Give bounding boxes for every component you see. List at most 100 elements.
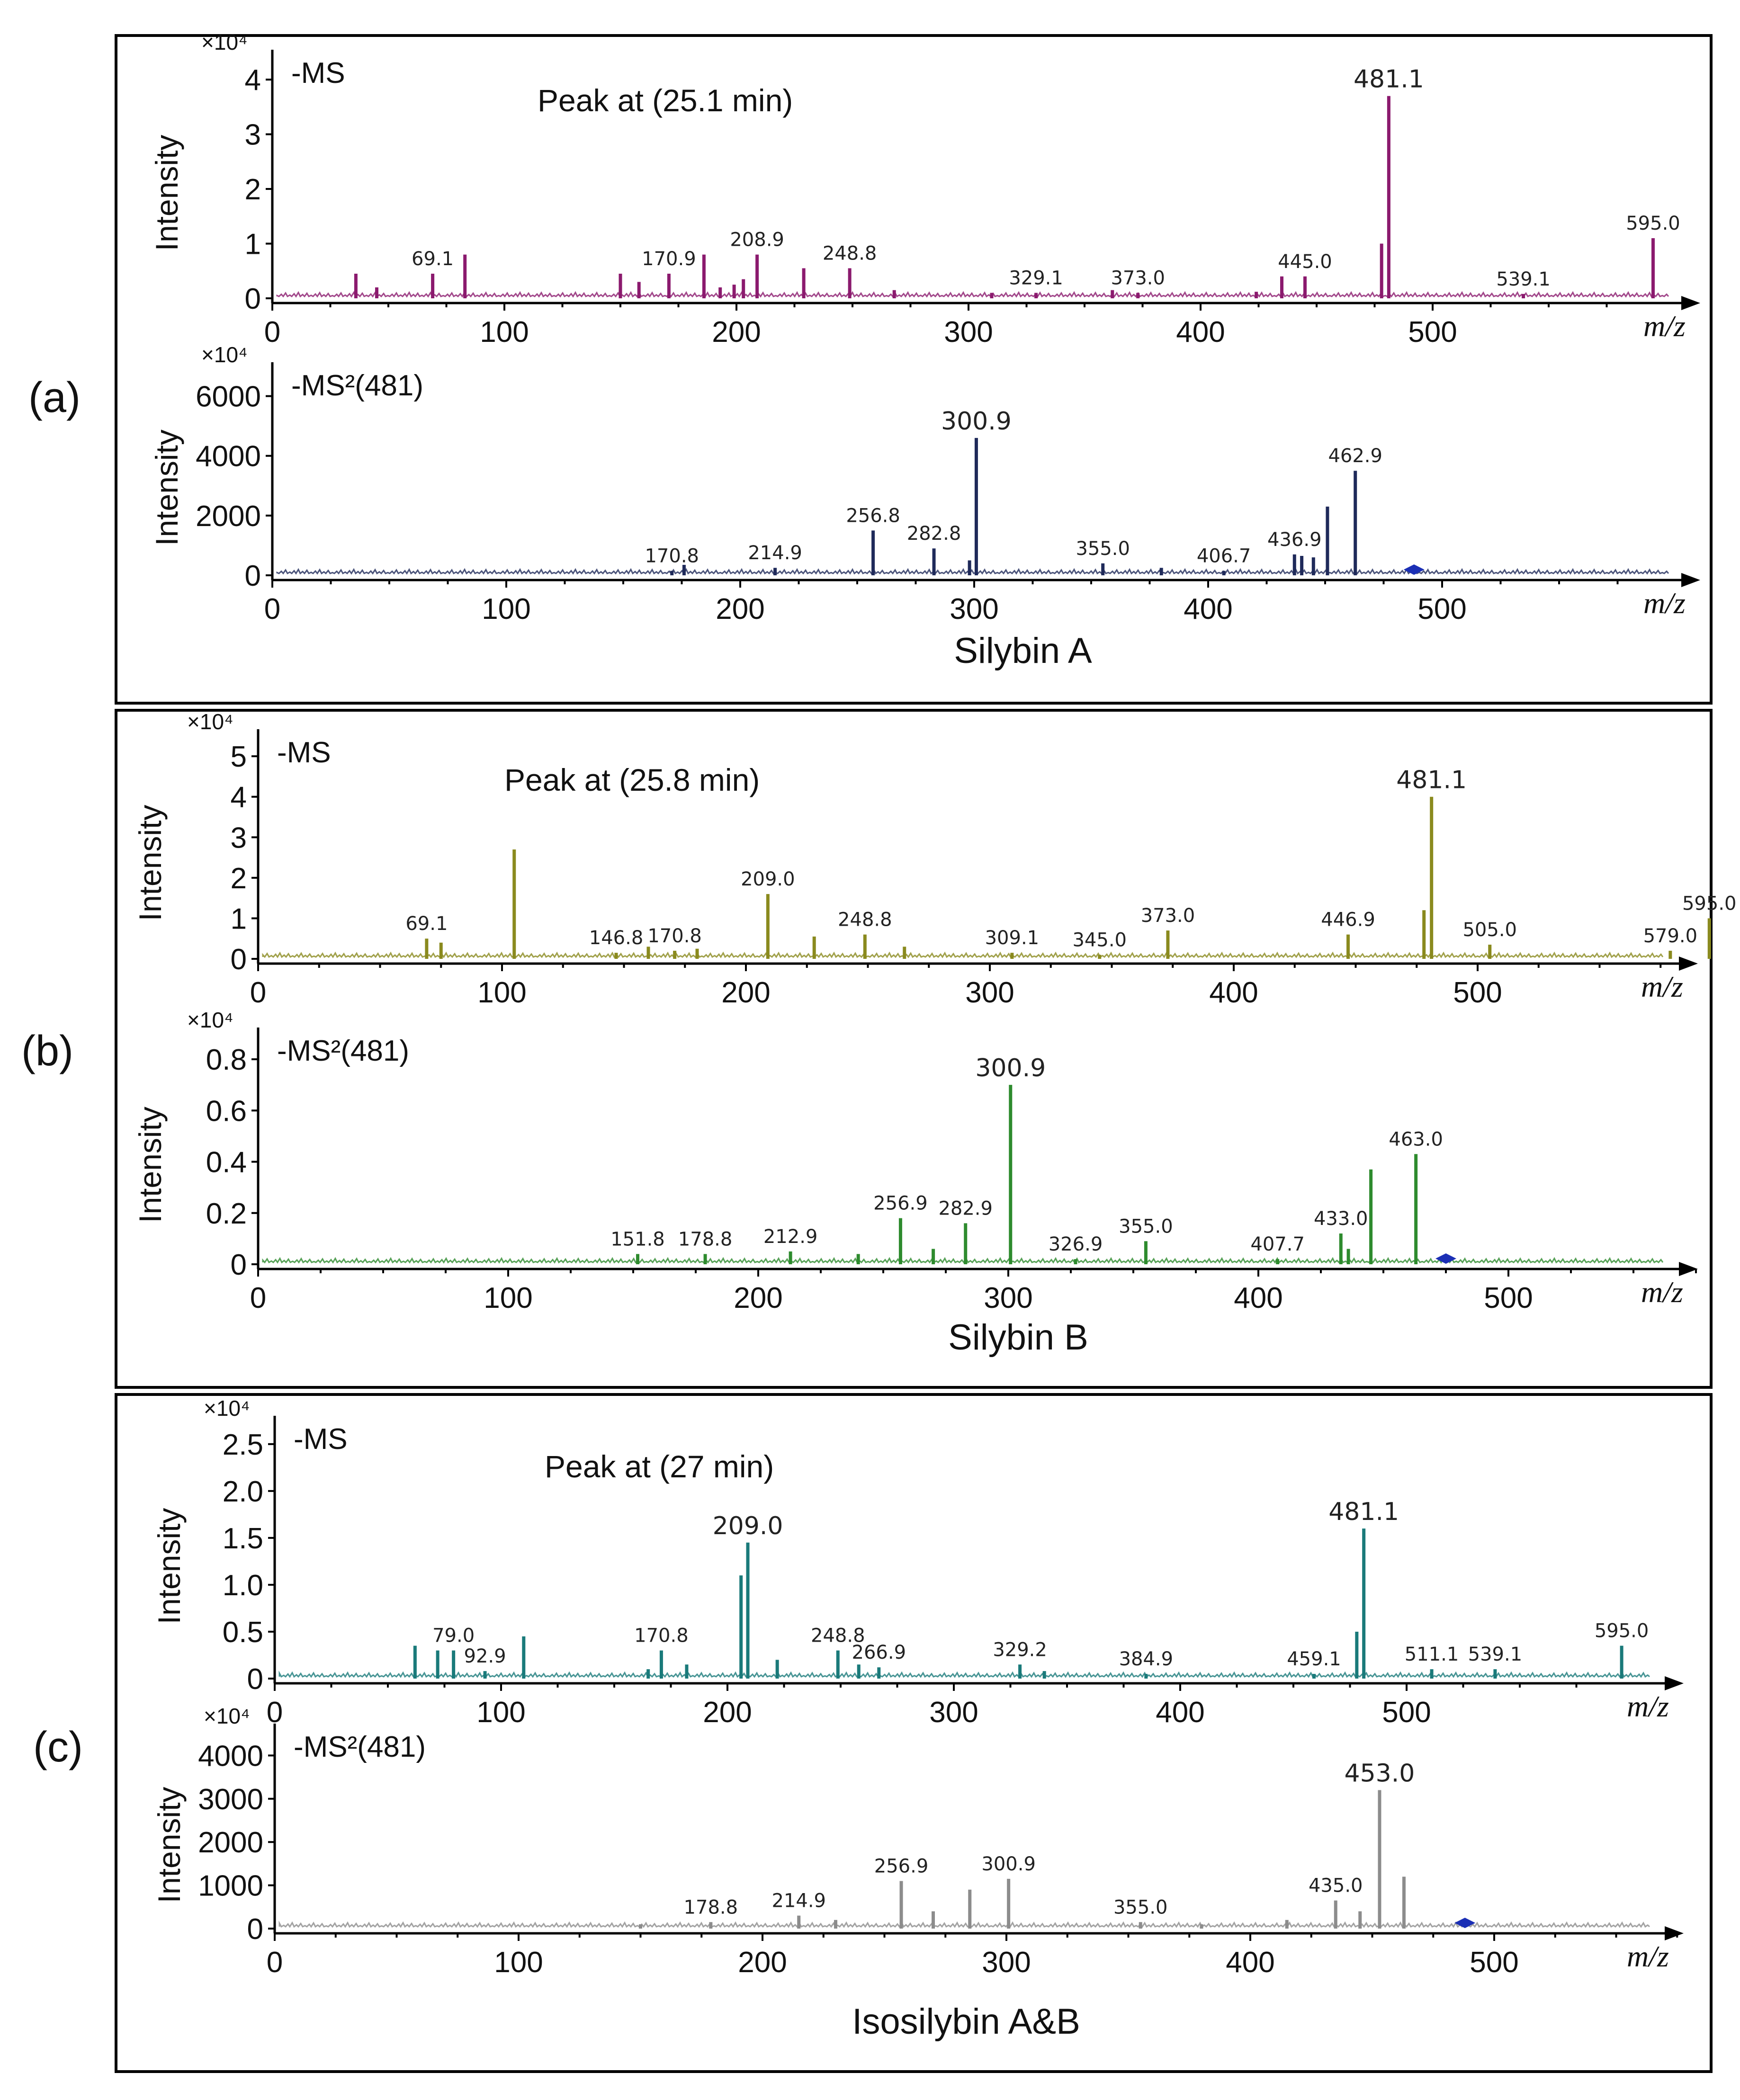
- spectrum-plot: 151.8 178.8 212.9 256.9 282.9 300.9 326.9 355.0…: [133, 1008, 1698, 1314]
- x-axis-arrow: [1665, 1926, 1684, 1940]
- y-multiplier-label: ×10⁴: [201, 30, 248, 54]
- peak-label: 505.0: [1462, 919, 1517, 941]
- precursor-marker: [1403, 564, 1425, 575]
- y-tick-label: 1.0: [223, 1569, 263, 1602]
- y-tick-label: 0: [247, 1663, 263, 1696]
- peak-label: 511.1: [1405, 1644, 1459, 1665]
- x-axis-arrow: [1681, 296, 1700, 310]
- y-axis-label: Intensity: [152, 1508, 187, 1625]
- y-axis-label: Intensity: [133, 1107, 168, 1223]
- x-tick-label: 400: [1176, 316, 1225, 349]
- x-tick-label: 200: [721, 976, 770, 1009]
- y-tick-label: 3000: [198, 1783, 263, 1816]
- peak-label: 214.9: [748, 542, 802, 564]
- scan-type-label: -MS: [277, 736, 331, 769]
- peak-label: 595.0: [1626, 213, 1680, 234]
- x-tick-label: 100: [480, 316, 529, 349]
- compound-label: Silybin B: [948, 1317, 1088, 1358]
- peak-label: 79.0: [432, 1625, 475, 1647]
- x-tick-label: 0: [250, 976, 266, 1009]
- peak-label: 539.1: [1496, 268, 1551, 290]
- y-axis-label: Intensity: [149, 135, 184, 251]
- noise-trace: [262, 1257, 1664, 1264]
- peak-label: 170.8: [647, 925, 702, 947]
- x-tick-label: 100: [482, 593, 530, 626]
- panel-letter: (a): [28, 374, 81, 421]
- y-tick-label: 1: [231, 903, 247, 935]
- y-multiplier-label: ×10⁴: [201, 342, 248, 367]
- peak-label: 69.1: [405, 913, 448, 935]
- peak-label: 355.0: [1119, 1215, 1173, 1237]
- peak-label: 300.9: [981, 1853, 1036, 1875]
- y-tick-label: 1.5: [223, 1522, 263, 1555]
- y-tick-label: 2: [245, 173, 261, 206]
- y-tick-label: 0.2: [206, 1197, 247, 1230]
- spectrum-plot: 178.8 214.9 256.9 300.9 355.0 435.0 453.0 0 100 2…: [152, 1704, 1684, 1979]
- peak-label: 579.0: [1643, 925, 1698, 947]
- x-axis-label: m/z: [1641, 970, 1683, 1003]
- peak-label: 170.9: [642, 248, 696, 270]
- x-tick-label: 500: [1470, 1946, 1518, 1979]
- peak-label: 282.9: [938, 1197, 993, 1219]
- x-axis-label: m/z: [1641, 1275, 1683, 1309]
- peak-label: 256.9: [873, 1193, 928, 1215]
- peak-label: 445.0: [1278, 251, 1332, 273]
- y-tick-label: 0.4: [206, 1146, 247, 1179]
- peak-label: 433.0: [1314, 1208, 1368, 1230]
- peak-label: 355.0: [1076, 538, 1130, 560]
- x-tick-label: 300: [929, 1696, 978, 1729]
- y-tick-label: 2.0: [223, 1475, 263, 1508]
- x-axis-label: m/z: [1643, 586, 1686, 620]
- scan-type-label: -MS²(481): [291, 369, 423, 402]
- x-axis-label: m/z: [1627, 1939, 1669, 1973]
- peak-label: 453.0: [1345, 1760, 1415, 1788]
- y-tick-label: 0: [231, 1249, 247, 1281]
- noise-trace: [276, 568, 1669, 575]
- peak-label: 446.9: [1321, 909, 1375, 931]
- x-axis-arrow: [1679, 1262, 1698, 1276]
- y-axis-label: Intensity: [152, 1787, 187, 1903]
- y-tick-label: 0.8: [206, 1044, 247, 1076]
- spectrum-plot: 170.8 214.9 256.8 282.8 300.9 355.0 406.7 436.9…: [149, 342, 1700, 626]
- x-tick-label: 500: [1484, 1282, 1533, 1314]
- y-tick-label: 0: [245, 560, 261, 592]
- x-tick-label: 400: [1226, 1946, 1274, 1979]
- x-tick-label: 300: [944, 316, 993, 349]
- peak-label: 69.1: [412, 248, 454, 270]
- peak-label: 212.9: [763, 1226, 818, 1248]
- peak-label: 146.8: [589, 927, 644, 949]
- compound-label: Silybin A: [954, 631, 1092, 671]
- x-tick-label: 200: [712, 316, 761, 349]
- panel-letter: (b): [21, 1028, 73, 1075]
- peak-label: 209.0: [713, 1512, 783, 1540]
- x-tick-label: 100: [477, 976, 526, 1009]
- y-tick-label: 0: [245, 283, 261, 315]
- y-tick-label: 3: [245, 119, 261, 152]
- x-axis-arrow: [1665, 1676, 1684, 1690]
- y-tick-label: 4000: [196, 440, 261, 473]
- y-multiplier-label: ×10⁴: [187, 709, 233, 734]
- noise-trace: [278, 1671, 1650, 1678]
- panel-frame: [115, 34, 1713, 705]
- x-tick-label: 0: [267, 1696, 283, 1729]
- scan-type-label: -MS²(481): [294, 1731, 426, 1763]
- peak-label: 329.1: [1009, 267, 1063, 289]
- y-multiplier-label: ×10⁴: [204, 1396, 250, 1421]
- precursor-marker: [1435, 1253, 1456, 1264]
- peak-label: 373.0: [1111, 267, 1165, 289]
- x-tick-label: 200: [738, 1946, 787, 1979]
- y-tick-label: 4: [245, 64, 261, 97]
- panels-root: (a) Silybin A 69.1 170.9 208.9 248.8 329.1 373.…: [21, 30, 1737, 2073]
- peak-label: 407.7: [1250, 1233, 1305, 1255]
- peak-label: 481.1: [1396, 766, 1467, 795]
- x-tick-label: 300: [984, 1282, 1032, 1314]
- peak-label: 406.7: [1197, 545, 1251, 567]
- x-tick-label: 200: [734, 1282, 782, 1314]
- noise-trace: [276, 291, 1669, 298]
- peak-label: 595.0: [1595, 1620, 1649, 1642]
- peak-label: 326.9: [1049, 1233, 1103, 1255]
- peak-label: 170.8: [634, 1625, 689, 1647]
- peak-label: 436.9: [1267, 529, 1322, 551]
- y-tick-label: 0.5: [223, 1616, 263, 1649]
- y-tick-label: 5: [231, 741, 247, 773]
